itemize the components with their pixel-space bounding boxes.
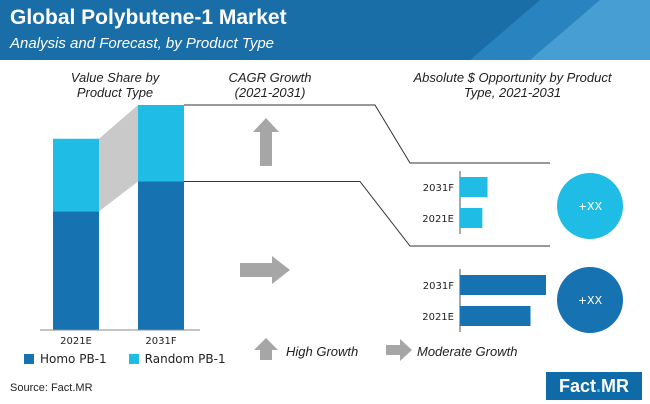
hbar-random-2021E xyxy=(460,208,483,228)
hbar-random-2031F xyxy=(460,177,488,197)
moderate-growth-arrow-icon xyxy=(386,339,412,361)
legend-label-random: Random PB-1 xyxy=(144,352,226,366)
value-share-heading: Value Share by Product Type xyxy=(70,70,160,100)
high-growth-arrow-icon xyxy=(254,338,278,360)
bar-2031F-random xyxy=(138,105,184,182)
hbar-homo-2021E xyxy=(460,306,531,326)
bar-2021E-random xyxy=(53,138,99,212)
badge-circle-random xyxy=(557,173,623,239)
legend-swatch-homo xyxy=(24,354,34,364)
factmr-logo: Fact. MR xyxy=(546,372,642,400)
hbar-label-random-2021E: 2021E xyxy=(422,214,454,225)
x-tick-label-2031F: 2031F xyxy=(145,336,176,347)
badge-text-homo: +XX xyxy=(578,294,603,307)
page-title: Global Polybutene-1 Market xyxy=(10,6,287,29)
cagr-right-arrow-icon xyxy=(240,256,290,284)
bar-2031F-homo xyxy=(138,181,184,330)
cagr-up-arrow-icon xyxy=(253,118,279,166)
moderate-growth-label: Moderate Growth xyxy=(417,344,518,359)
legend-swatch-random xyxy=(128,354,139,364)
badge-text-random: +XX xyxy=(578,200,603,213)
page-subtitle: Analysis and Forecast, by Product Type xyxy=(10,35,275,52)
header-background xyxy=(0,0,650,60)
legend: Homo PB-1 Random PB-1 xyxy=(24,352,226,366)
connector-line-random xyxy=(184,104,550,164)
hbar-homo-2031F xyxy=(460,275,546,295)
cagr-heading: CAGR Growth (2021-2031) xyxy=(228,70,312,100)
hbar-label-random-2031F: 2031F xyxy=(423,183,454,194)
header-banner: Global Polybutene-1 Market Analysis and … xyxy=(0,0,650,60)
badge-circle-homo xyxy=(557,267,623,333)
opportunity-heading: Absolute $ Opportunity by Product Type, … xyxy=(413,70,612,100)
high-growth-label: High Growth xyxy=(286,344,359,359)
source-note: Source: Fact.MR xyxy=(10,382,93,394)
x-tick-label-2021E: 2021E xyxy=(60,336,92,347)
hbar-label-homo-2021E: 2021E xyxy=(422,312,454,323)
share-connector xyxy=(99,105,138,212)
hbar-label-homo-2031F: 2031F xyxy=(423,281,454,292)
bar-2021E-homo xyxy=(53,211,99,330)
connector-line-homo xyxy=(184,181,550,247)
legend-label-homo: Homo PB-1 xyxy=(40,352,107,366)
